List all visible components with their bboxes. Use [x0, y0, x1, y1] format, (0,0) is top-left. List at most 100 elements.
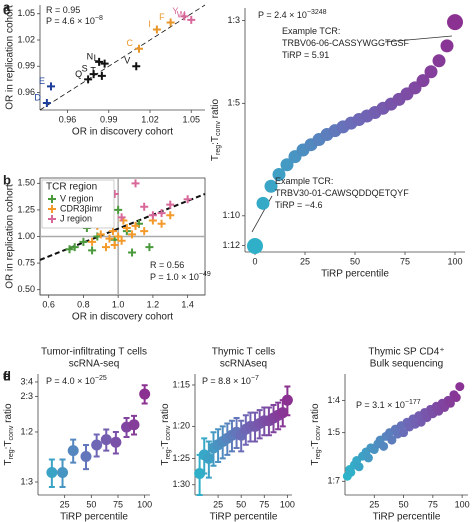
- x-tick-label: 25: [213, 499, 223, 509]
- fit-line: [39, 193, 206, 261]
- legend-marker: [48, 215, 56, 223]
- y-tick-label: 1:5: [227, 98, 240, 108]
- y-tick-label: 0.96: [17, 87, 35, 97]
- point: [132, 62, 141, 71]
- point: [131, 179, 140, 188]
- y-tick-label: 1:25: [172, 453, 190, 463]
- y-axis-label-part: conv: [8, 425, 15, 440]
- y-tick-label: 1:20: [172, 421, 190, 431]
- point: [194, 468, 206, 480]
- annotation: P = 3.1 × 10−177: [356, 399, 421, 410]
- point: [88, 237, 97, 246]
- point: [152, 25, 161, 34]
- y-tick-label: 1:30: [172, 479, 190, 489]
- chart-title: Tumor-infiltrating T cells: [41, 347, 147, 358]
- x-tick-label: 1.0: [112, 299, 125, 309]
- point: [46, 467, 58, 479]
- point: [183, 195, 192, 204]
- point: [346, 467, 356, 477]
- x-tick-label: 0.8: [77, 299, 90, 309]
- annotation: R = 0.95: [46, 5, 80, 15]
- y-tick-label: 1:2: [20, 426, 33, 436]
- legend-label: V region: [60, 193, 94, 203]
- point: [67, 445, 79, 457]
- point: [128, 248, 137, 257]
- y-tick-label: 1.02: [17, 34, 35, 44]
- point: [166, 211, 175, 220]
- y-axis-label: OR in replication cohort: [5, 184, 16, 289]
- legend-label: J region: [60, 213, 92, 223]
- y-axis-label-part: reg: [315, 449, 322, 459]
- x-tick-label: 1.02: [141, 114, 159, 124]
- point: [157, 209, 166, 218]
- y-tick-label: 0.75: [17, 257, 35, 267]
- annotation: TiRP = −4.6: [275, 200, 323, 210]
- annotation-text: R = 0.56: [150, 260, 184, 270]
- point-label: Q: [75, 69, 82, 79]
- point-label: E: [39, 76, 45, 86]
- y-axis-label: Treg:Tconv ratio: [210, 98, 223, 161]
- y-axis-label-part: reg: [215, 145, 222, 155]
- point: [256, 196, 270, 210]
- point: [139, 388, 151, 400]
- legend-label: CDR3βimr: [60, 203, 102, 213]
- annotation-exponent: −7: [251, 375, 259, 382]
- point: [47, 82, 55, 91]
- annotation-text: TiRP = 5.91: [282, 50, 329, 60]
- legend-title: TCR region: [46, 182, 97, 193]
- point-label: Y: [172, 6, 178, 16]
- panel-label: f: [3, 368, 8, 383]
- x-axis-label: TiRP percentile: [321, 269, 389, 280]
- point: [451, 393, 461, 403]
- point: [88, 246, 97, 255]
- annotation-text: TiRP = −4.6: [275, 200, 323, 210]
- y-tick-label: 1:5: [327, 427, 340, 437]
- annotation-text: P = 3.1 × 10: [356, 400, 405, 410]
- point: [105, 234, 114, 243]
- y-axis-label: OR in replication cohort: [5, 5, 16, 110]
- panel-label: b: [3, 172, 11, 187]
- y-axis-label: Treg:Tconv ratio: [3, 403, 16, 466]
- x-tick-label: 25: [300, 256, 310, 266]
- x-tick-label: 100: [280, 499, 295, 509]
- y-axis-label: Treg:Tconv ratio: [160, 403, 173, 466]
- annotation: P = 4.6 × 10−8: [46, 15, 103, 26]
- annotation: P = 4.0 × 10−25: [46, 375, 107, 386]
- chart-title: Thymic SP CD4⁺: [368, 347, 444, 358]
- pointer-line: [384, 35, 453, 43]
- y-tick-label: 1.25: [17, 204, 35, 214]
- y-axis-label-part: T: [310, 459, 321, 465]
- x-tick-label: 0: [252, 256, 257, 266]
- point: [91, 439, 103, 451]
- point: [97, 71, 106, 80]
- y-axis-label-part: ratio: [210, 98, 221, 121]
- x-axis-label: TiRP percentile: [60, 512, 128, 522]
- fit-line: [39, 4, 206, 111]
- annotation-exponent: −3248: [307, 9, 327, 16]
- annotation-exponent: −25: [95, 375, 107, 382]
- x-tick-label: 75: [259, 499, 269, 509]
- y-tick-label: 0.99: [17, 61, 35, 71]
- point: [117, 213, 126, 222]
- x-tick-label: 25: [60, 499, 70, 509]
- point-label: N: [87, 51, 94, 61]
- x-axis-label: OR in discovery cohort: [72, 312, 173, 323]
- annotation: R = 0.56: [150, 260, 184, 270]
- x-tick-label: 1.2: [147, 299, 160, 309]
- point: [166, 18, 175, 27]
- point: [363, 453, 373, 463]
- point-label: F: [159, 12, 165, 22]
- point: [122, 223, 131, 232]
- point: [445, 398, 455, 408]
- point: [114, 205, 123, 214]
- point: [354, 462, 364, 472]
- annotation: P = 1.0 × 10−49: [150, 271, 211, 282]
- point: [89, 70, 98, 79]
- y-axis-label-part: :T: [160, 440, 171, 449]
- point: [100, 434, 112, 446]
- x-tick-label: 100: [137, 499, 152, 509]
- annotation: P = 2.4 × 10−3248: [258, 9, 327, 20]
- x-tick-label: 50: [236, 499, 246, 509]
- point: [157, 219, 166, 228]
